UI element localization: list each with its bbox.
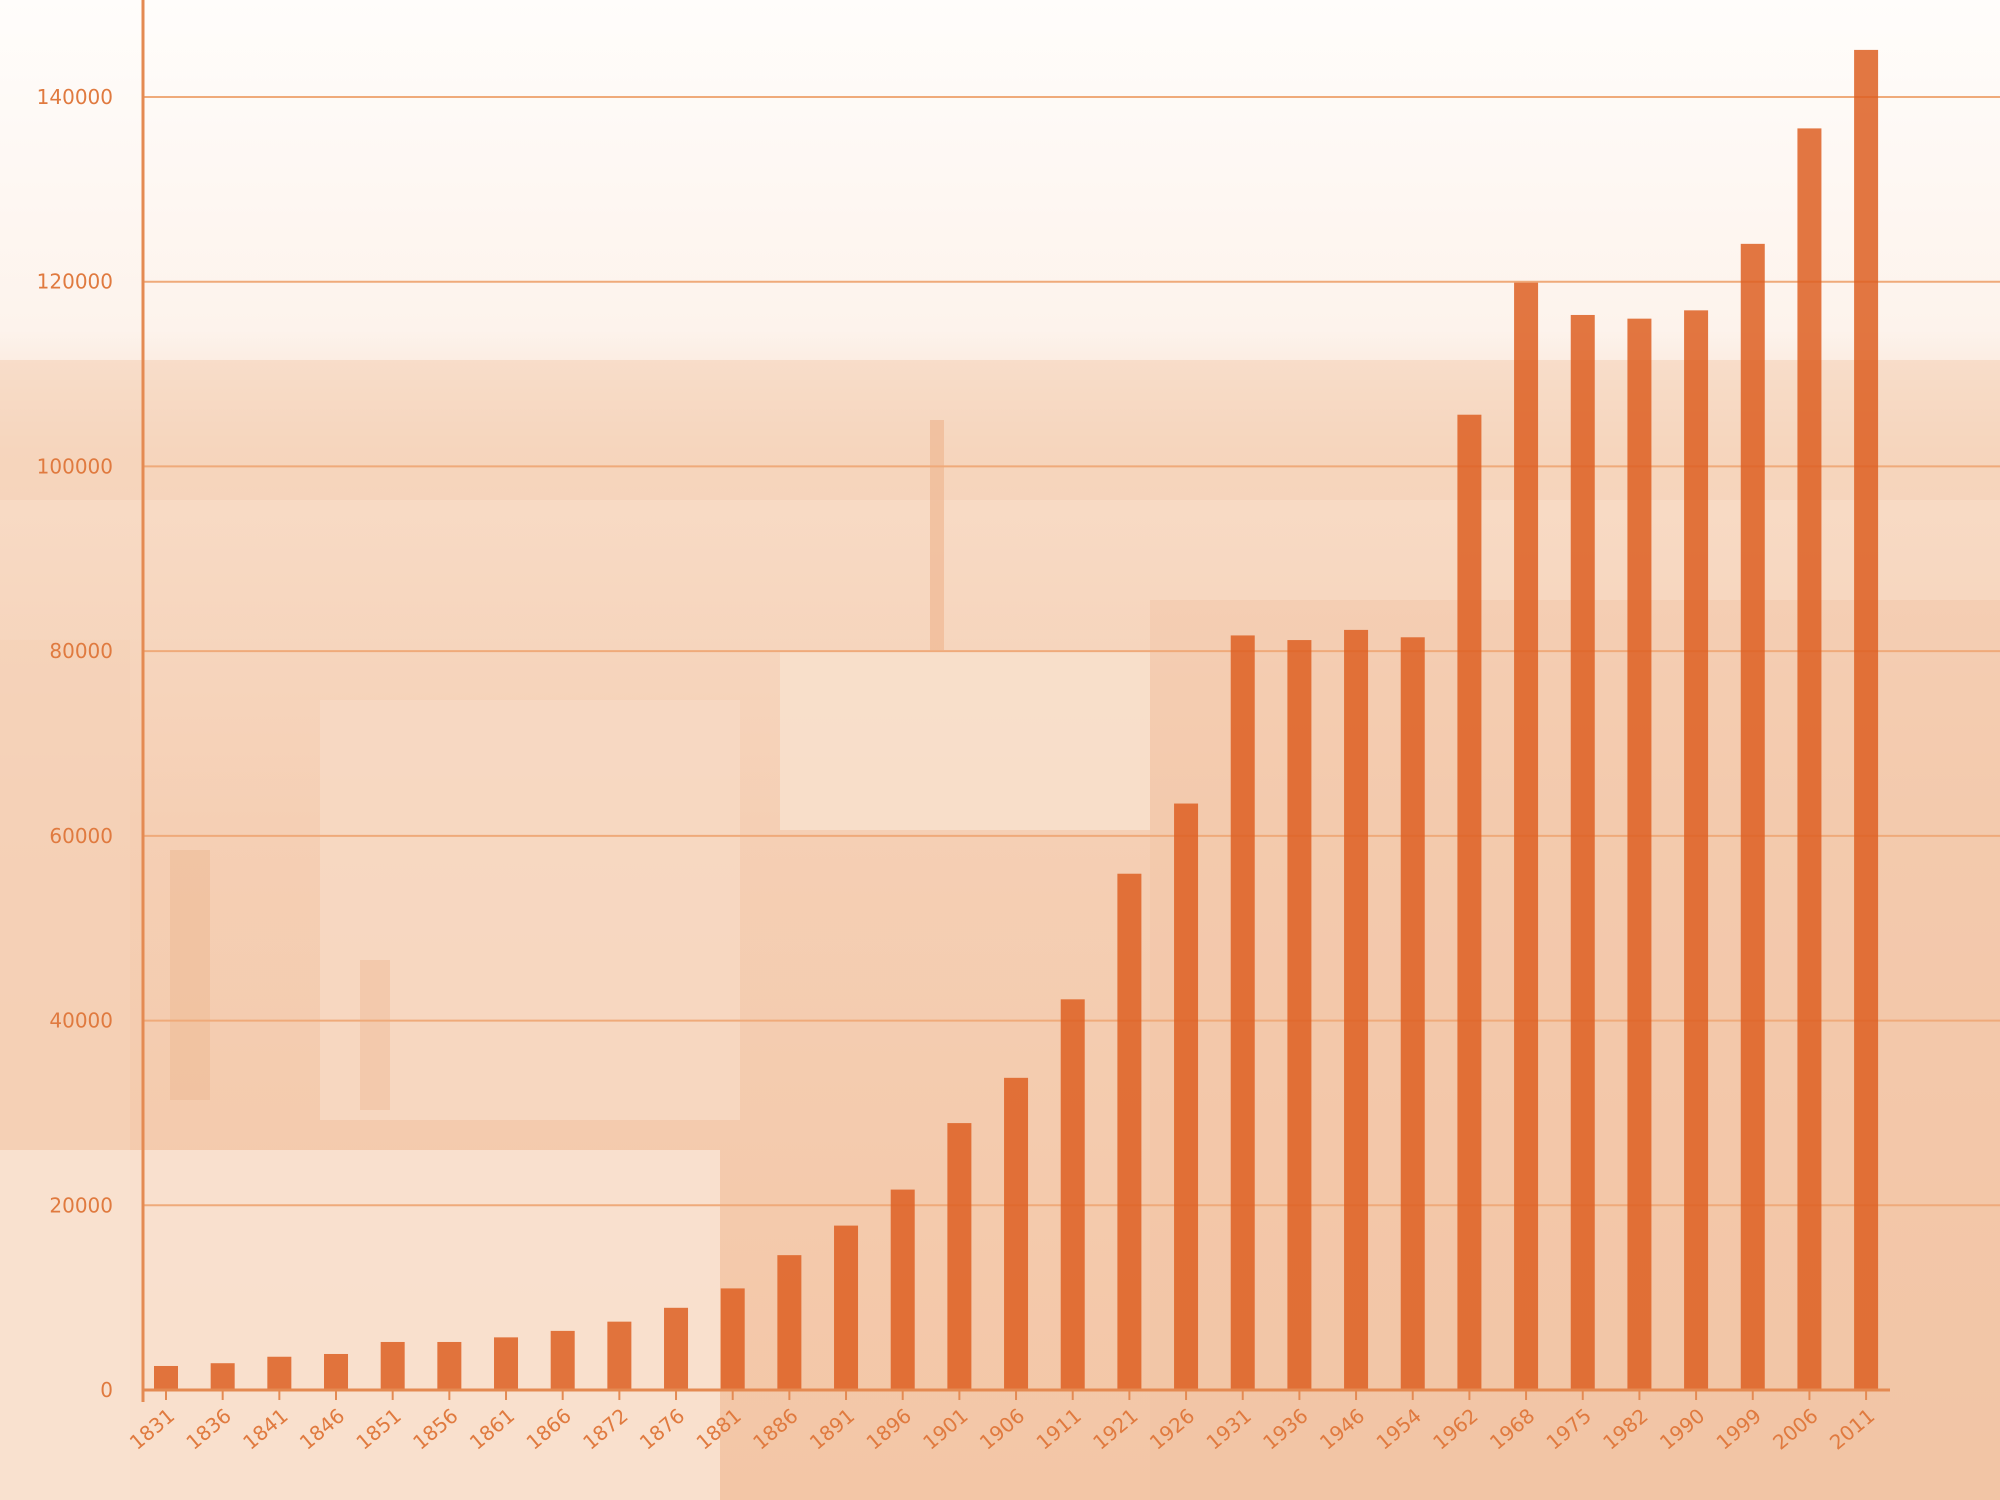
y-tick-label: 40000 [49, 1009, 113, 1033]
bar-1906 [1004, 1077, 1029, 1390]
bar-1841 [267, 1356, 292, 1390]
y-tick-label: 120000 [37, 270, 113, 294]
bar-1968 [1514, 282, 1539, 1391]
bar-1946 [1344, 629, 1369, 1390]
y-tick-label: 100000 [37, 454, 113, 478]
y-tick-label: 140000 [37, 85, 113, 109]
bar-1866 [550, 1330, 575, 1390]
bar-2011 [1854, 49, 1879, 1391]
bar-1861 [494, 1337, 519, 1390]
y-tick-label: 20000 [49, 1193, 113, 1217]
bar-1876 [664, 1307, 689, 1390]
bar-1846 [324, 1353, 349, 1390]
y-tick-label: 60000 [49, 824, 113, 848]
y-tick-label: 80000 [49, 639, 113, 663]
bar-1831 [154, 1365, 178, 1390]
y-tick-label: 0 [100, 1378, 113, 1402]
bar-1962 [1457, 414, 1482, 1390]
bar-1921 [1117, 873, 1142, 1390]
bar-1982 [1627, 318, 1652, 1391]
bar-1881 [720, 1288, 745, 1390]
bar-1901 [947, 1123, 972, 1390]
bar-1911 [1060, 999, 1085, 1390]
bar-2006 [1797, 128, 1822, 1391]
bar-1851 [380, 1341, 405, 1390]
bar-1836 [210, 1363, 235, 1390]
bar-1872 [607, 1321, 632, 1390]
bar-1975 [1570, 314, 1595, 1390]
bar-1926 [1174, 803, 1199, 1390]
bar-1886 [777, 1255, 802, 1390]
bar-1931 [1230, 635, 1255, 1390]
bar-1990 [1684, 310, 1709, 1391]
bar-1936 [1287, 640, 1312, 1390]
bar-1891 [834, 1225, 859, 1390]
bar-1896 [890, 1189, 915, 1390]
bar-1856 [437, 1341, 462, 1390]
bar-1999 [1740, 243, 1765, 1390]
bar-1954 [1400, 637, 1425, 1390]
